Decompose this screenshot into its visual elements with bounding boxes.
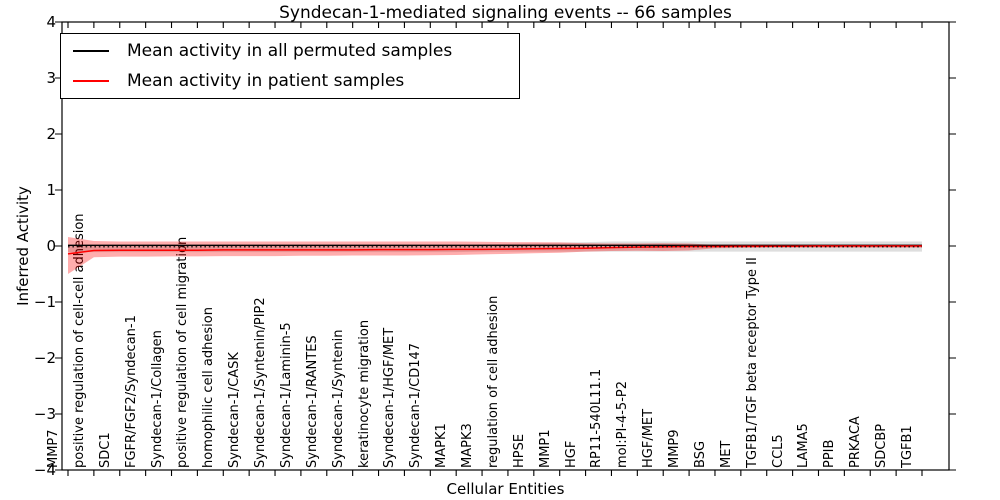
legend-item-label: Mean activity in all permuted samples <box>127 40 453 61</box>
y-tick-label: 2 <box>46 125 56 143</box>
x-tick-label: regulation of cell adhesion <box>485 295 501 468</box>
legend-item-patient: Mean activity in patient samples <box>61 67 519 95</box>
x-tick-label: PPIB <box>822 439 838 468</box>
x-tick-label: positive regulation of cell migration <box>175 236 191 468</box>
x-tick-label: HGF/MET <box>641 408 657 468</box>
x-tick-label: SDC1 <box>97 432 113 468</box>
x-tick-label: HPSE <box>511 433 527 468</box>
y-tick-label: −3 <box>33 405 56 423</box>
y-tick-label: 0 <box>46 237 56 255</box>
y-tick-label: −1 <box>33 293 56 311</box>
x-axis-label: Cellular Entities <box>446 480 565 498</box>
chart-title: Syndecan-1-mediated signaling events -- … <box>279 3 732 23</box>
x-tick-label: FGFR/FGF2/Syndecan-1 <box>123 315 139 468</box>
x-tick-label: positive regulation of cell-cell adhesio… <box>71 213 87 468</box>
legend: Mean activity in all permuted samples Me… <box>60 33 520 99</box>
x-tick-label: Syndecan-1/RANTES <box>304 335 320 468</box>
y-tick-label: −2 <box>33 349 56 367</box>
x-tick-label: PRKACA <box>848 416 864 468</box>
x-tick-label: SDCBP <box>874 423 890 468</box>
x-tick-label: MMP9 <box>667 429 683 468</box>
black-line-swatch-icon <box>73 49 109 52</box>
x-tick-label: MET <box>718 440 734 468</box>
y-tick-label: 4 <box>46 13 56 31</box>
x-tick-label: CCL5 <box>770 434 786 468</box>
x-tick-label: Syndecan-1/CASK <box>227 352 243 468</box>
red-line-swatch-icon <box>73 80 109 83</box>
legend-item-permuted: Mean activity in all permuted samples <box>61 37 519 65</box>
x-tick-label: Syndecan-1/Syntenin/PIP2 <box>253 297 269 468</box>
x-tick-label: RP11-540L11.1 <box>589 368 605 468</box>
x-tick-label: BSG <box>692 440 708 468</box>
x-tick-label: Syndecan-1/Laminin-5 <box>278 322 294 468</box>
legend-item-label: Mean activity in patient samples <box>127 71 405 92</box>
x-tick-label: TGFB1/TGF beta receptor Type II <box>744 257 760 468</box>
x-tick-label: Syndecan-1/HGF/MET <box>382 327 398 468</box>
x-tick-label: keratinocyte migration <box>356 319 372 468</box>
y-tick-label: −4 <box>33 461 56 479</box>
x-tick-label: MAPK1 <box>434 423 450 468</box>
x-tick-label: HGF <box>563 440 579 468</box>
x-tick-label: Syndecan-1/CD147 <box>408 342 424 468</box>
y-tick-label: 3 <box>46 69 56 87</box>
x-tick-label: Syndecan-1/Syntenin <box>330 329 346 469</box>
x-tick-label: MMP7 <box>46 429 61 468</box>
x-tick-label: mol:PI-4-5-P2 <box>615 380 631 468</box>
x-tick-label: MAPK3 <box>460 423 476 468</box>
y-tick-label: 1 <box>46 181 56 199</box>
x-tick-label: homophilic cell adhesion <box>201 307 217 468</box>
x-tick-label: Syndecan-1/Collagen <box>149 330 165 468</box>
x-tick-label: TGFB1 <box>900 425 915 468</box>
x-tick-label: MMP1 <box>537 429 553 468</box>
x-tick-label: LAMA5 <box>796 423 812 468</box>
